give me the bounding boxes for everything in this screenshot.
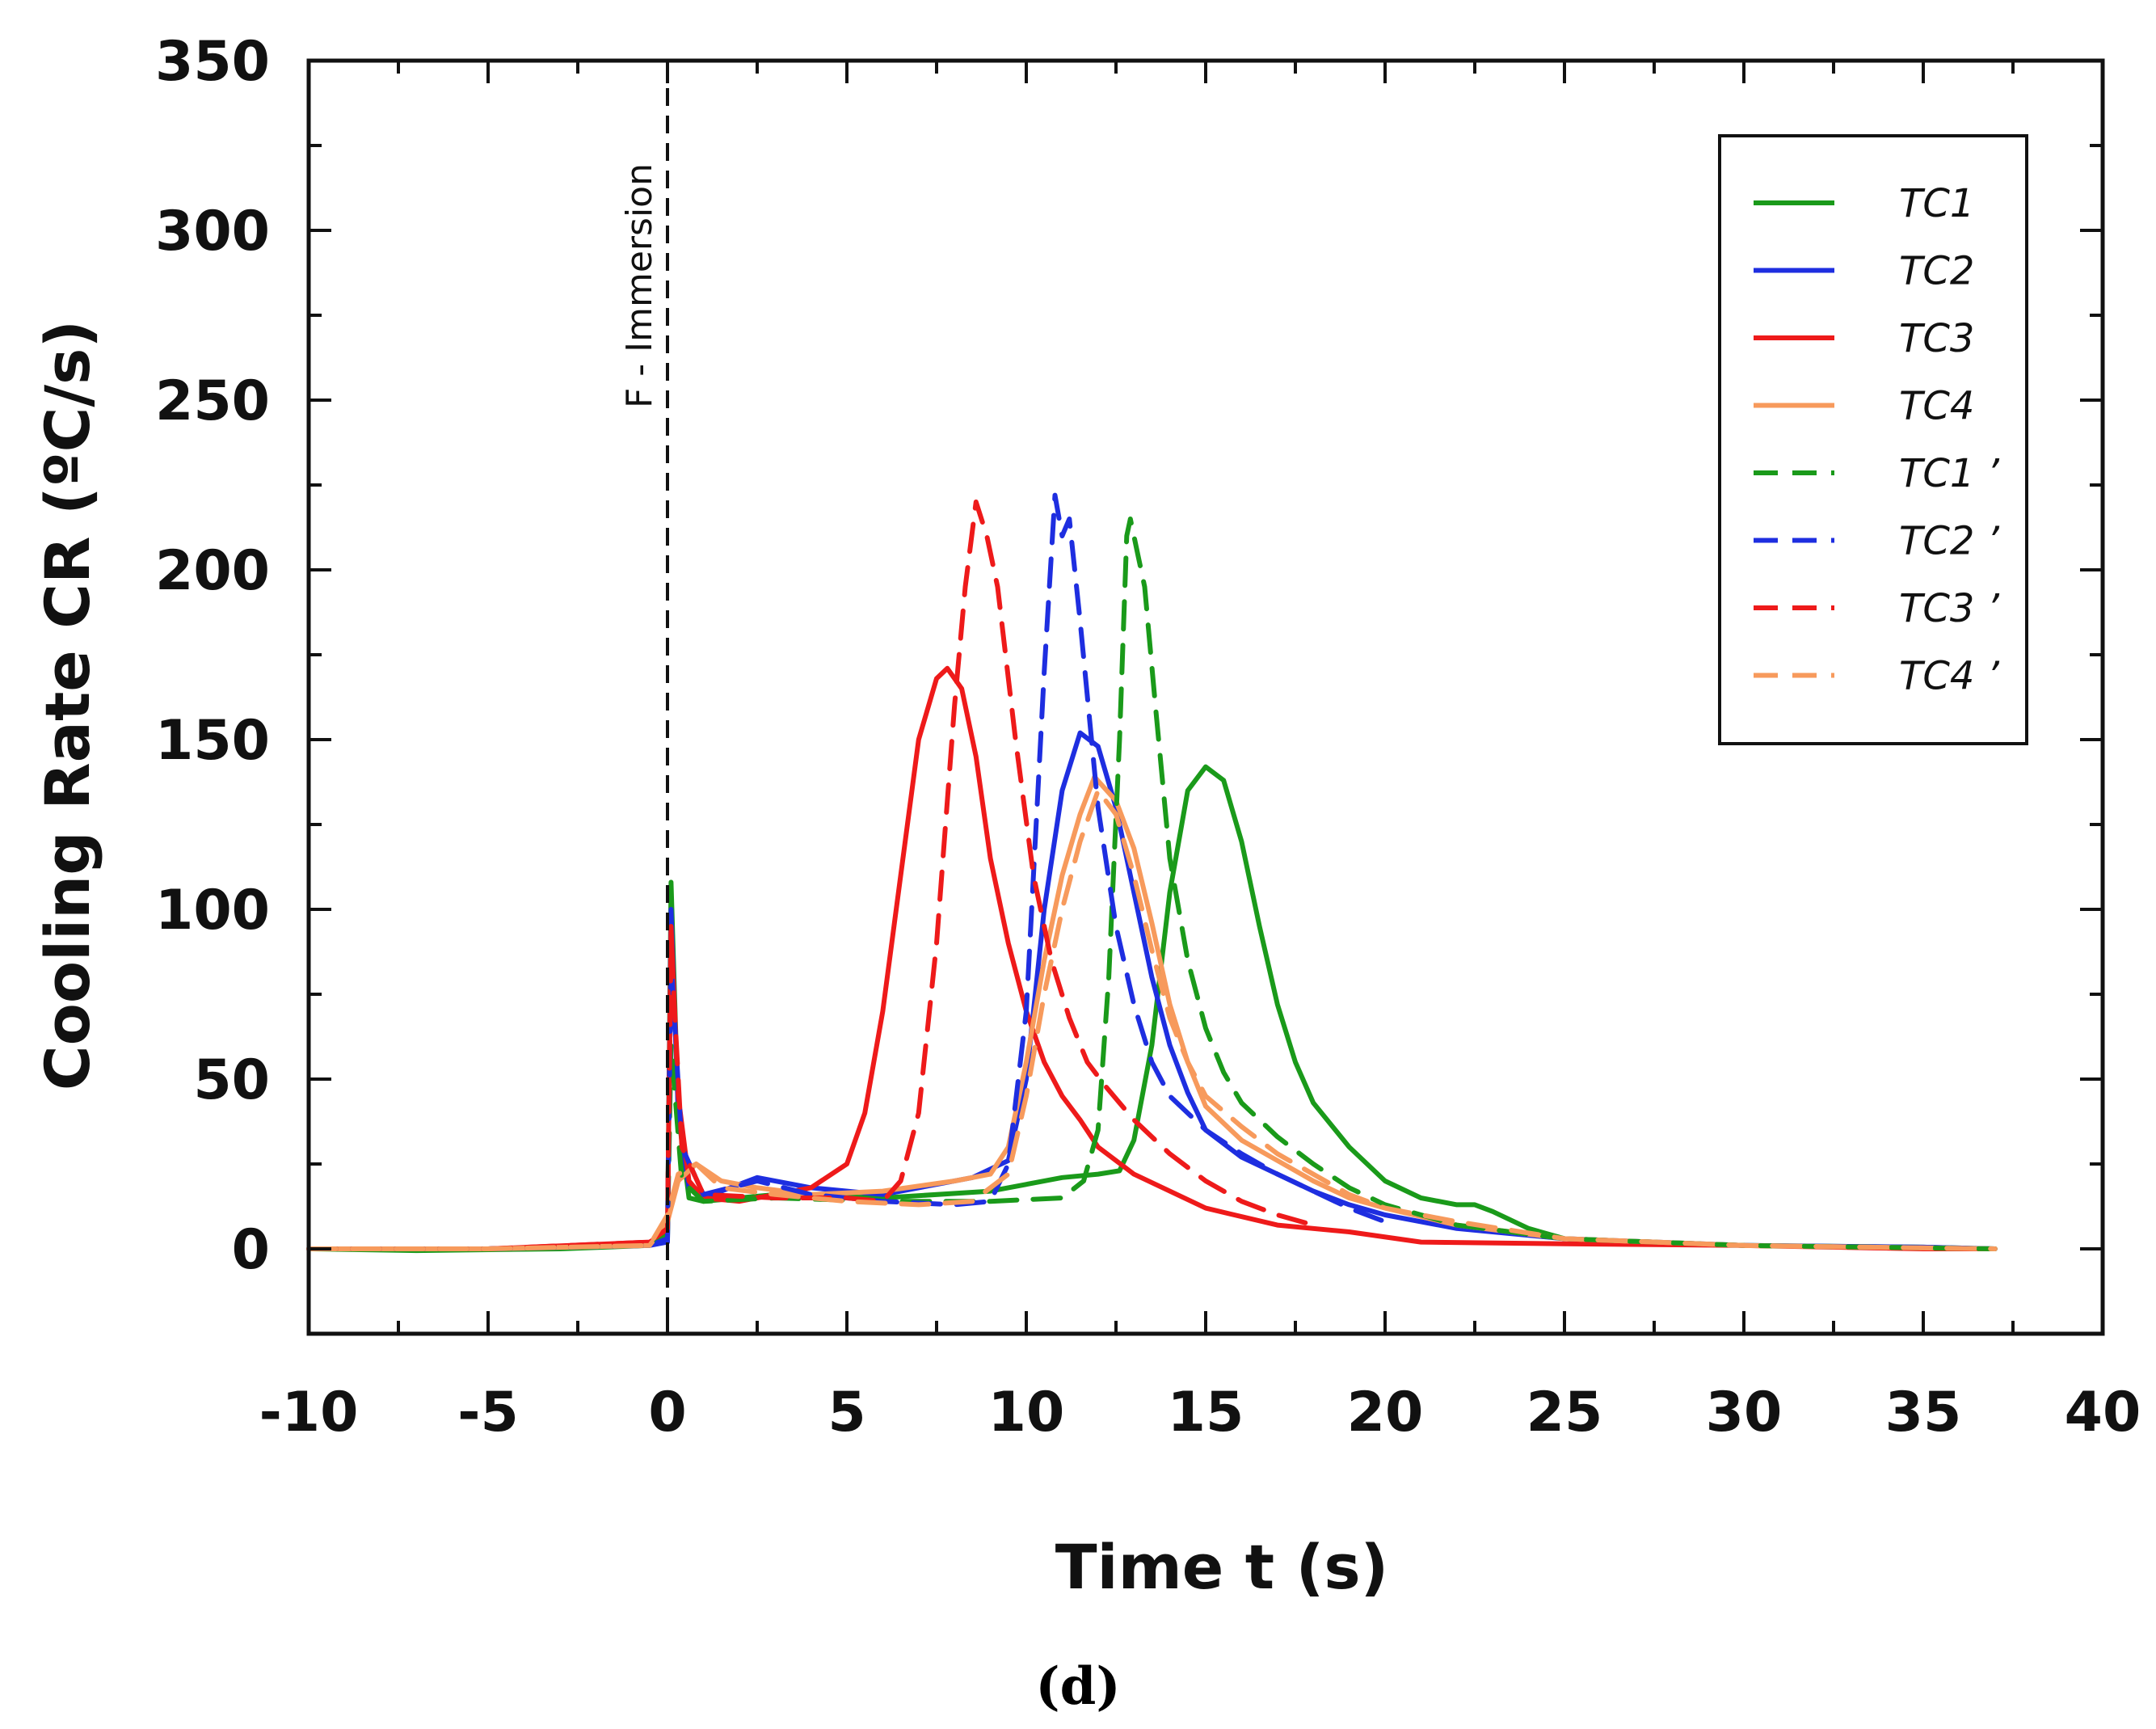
series-line-tc4-dashed [306, 788, 1998, 1251]
y-tick-labels: 0 50 100 150 200 250 300 350 [155, 30, 270, 1282]
legend-label: TC1 [1899, 181, 1974, 226]
y-axis-title: Cooling Rate CR (ºC/s) [32, 320, 103, 1090]
legend: TC1 TC2 TC3 TC4 TC1 ’ TC2 ’ TC3 ’ TC4 ’ [1718, 134, 2028, 745]
x-tick-label: 10 [988, 1381, 1065, 1444]
x-tick-labels: -10 -5 0 5 10 15 20 25 30 35 40 [259, 1381, 2141, 1444]
y-tick-label: 350 [155, 30, 270, 94]
series-line-tc3 [306, 665, 1998, 1251]
series-line-tc1 [306, 764, 1998, 1254]
legend-box [1718, 134, 2028, 745]
series-line-tc2-dashed [306, 492, 1388, 1251]
y-tick-label: 200 [155, 539, 270, 603]
x-tick-label: -5 [457, 1381, 519, 1444]
y-tick-label: 50 [193, 1048, 270, 1112]
legend-label: TC2 ’ [1899, 519, 2000, 564]
legend-label: TC3 [1899, 316, 1974, 361]
legend-label: TC2 [1899, 249, 1974, 294]
tick-marks [307, 59, 2104, 1335]
y-tick-label: 300 [155, 200, 270, 264]
annotation-group: F - Immersion [619, 61, 669, 1334]
y-tick-label: 100 [155, 879, 270, 943]
y-tick-label: 0 [232, 1218, 270, 1282]
series-group [306, 492, 1998, 1254]
x-tick-label: 0 [648, 1381, 686, 1444]
legend-label: TC1 ’ [1899, 451, 2000, 496]
x-tick-label: 35 [1885, 1381, 1962, 1444]
panel-label: (d) [1035, 1656, 1120, 1717]
y-tick-label: 150 [155, 709, 270, 773]
series-line-tc3-dashed [306, 500, 1316, 1251]
immersion-marker-label: F - Immersion [619, 163, 660, 408]
legend-label: TC4 [1899, 384, 1974, 429]
x-tick-label: 15 [1168, 1381, 1244, 1444]
y-tick-label: 250 [155, 369, 270, 433]
series-line-tc1-dashed [306, 517, 1998, 1251]
x-tick-label: 5 [827, 1381, 865, 1444]
x-tick-label: -10 [259, 1381, 359, 1444]
series-line-tc4 [306, 774, 1998, 1251]
x-tick-label: 20 [1347, 1381, 1424, 1444]
legend-label: TC3 ’ [1899, 586, 2000, 631]
series-line-tc2 [306, 730, 1998, 1251]
x-tick-label: 30 [1706, 1381, 1783, 1444]
x-tick-label: 25 [1526, 1381, 1603, 1444]
x-tick-label: 40 [2065, 1381, 2141, 1444]
legend-label: TC4 ’ [1899, 654, 2000, 699]
x-axis-title: Time t (s) [1055, 1531, 1389, 1603]
